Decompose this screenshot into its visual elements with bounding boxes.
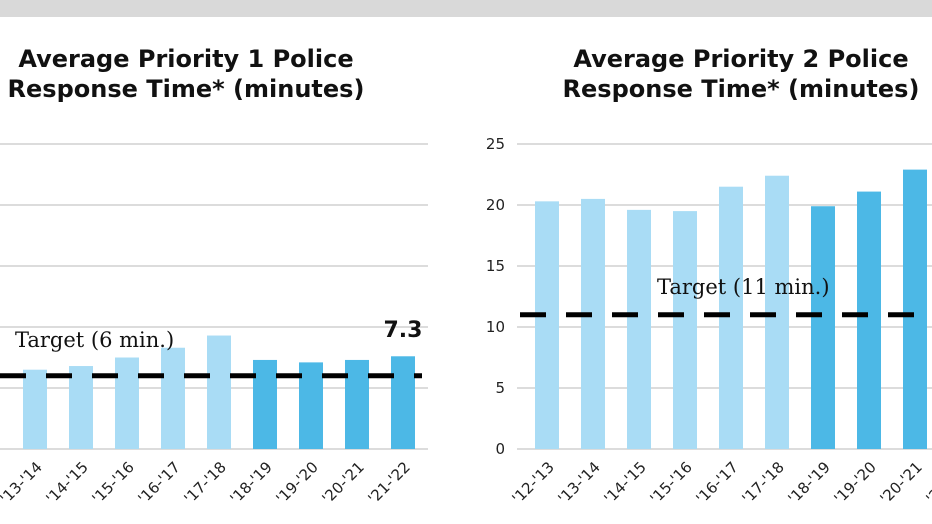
x-tick-label: '20-'21 (876, 458, 925, 507)
bar (857, 191, 881, 449)
bar (627, 209, 651, 449)
chart-title-priority-2: Average Priority 2 Police Response Time*… (555, 44, 927, 104)
y-tick-label: 15 (486, 257, 505, 275)
x-tick-label: '21-'22 (922, 458, 932, 507)
bar (581, 198, 605, 449)
x-tick-label: '13-'14 (554, 458, 603, 507)
bar (161, 347, 185, 449)
x-tick-label: '16-'17 (692, 458, 741, 507)
bar (115, 357, 139, 449)
target-label: Target (6 min.) (15, 328, 174, 352)
chart-title-line-1: Average Priority 1 Police (18, 45, 354, 73)
y-tick-label: 20 (486, 196, 505, 214)
bar (253, 359, 277, 449)
y-tick-label: 25 (486, 135, 505, 153)
bar (535, 201, 559, 449)
bar (207, 335, 231, 449)
x-tick-label: '19-'20 (830, 458, 879, 507)
top-bar (0, 0, 932, 17)
bar (673, 211, 697, 449)
bar (69, 366, 93, 449)
y-tick-label: 5 (495, 379, 505, 397)
bar (345, 359, 369, 449)
chart-title-line-1: Average Priority 2 Police (573, 45, 909, 73)
bar (719, 186, 743, 449)
bar (903, 169, 927, 449)
target-label: Target (11 min.) (657, 275, 830, 299)
y-tick-label: 10 (486, 318, 505, 336)
chart-title-priority-1: Average Priority 1 Police Response Time*… (0, 44, 372, 104)
bar (811, 206, 835, 449)
x-tick-label: '18-'19 (784, 458, 833, 507)
x-tick-label: '12-'13 (508, 458, 557, 507)
data-label: 7.3 (384, 318, 423, 343)
bar (23, 369, 47, 449)
bar (299, 362, 323, 449)
x-tick-label: '15-'16 (646, 458, 695, 507)
chart-title-line-2: Response Time* (minutes) (562, 75, 920, 103)
bar (391, 356, 415, 449)
y-tick-label: 0 (495, 440, 505, 458)
chart-title-line-2: Response Time* (minutes) (7, 75, 365, 103)
x-tick-label: '14-'15 (600, 458, 649, 507)
x-tick-label: '17-'18 (738, 458, 787, 507)
